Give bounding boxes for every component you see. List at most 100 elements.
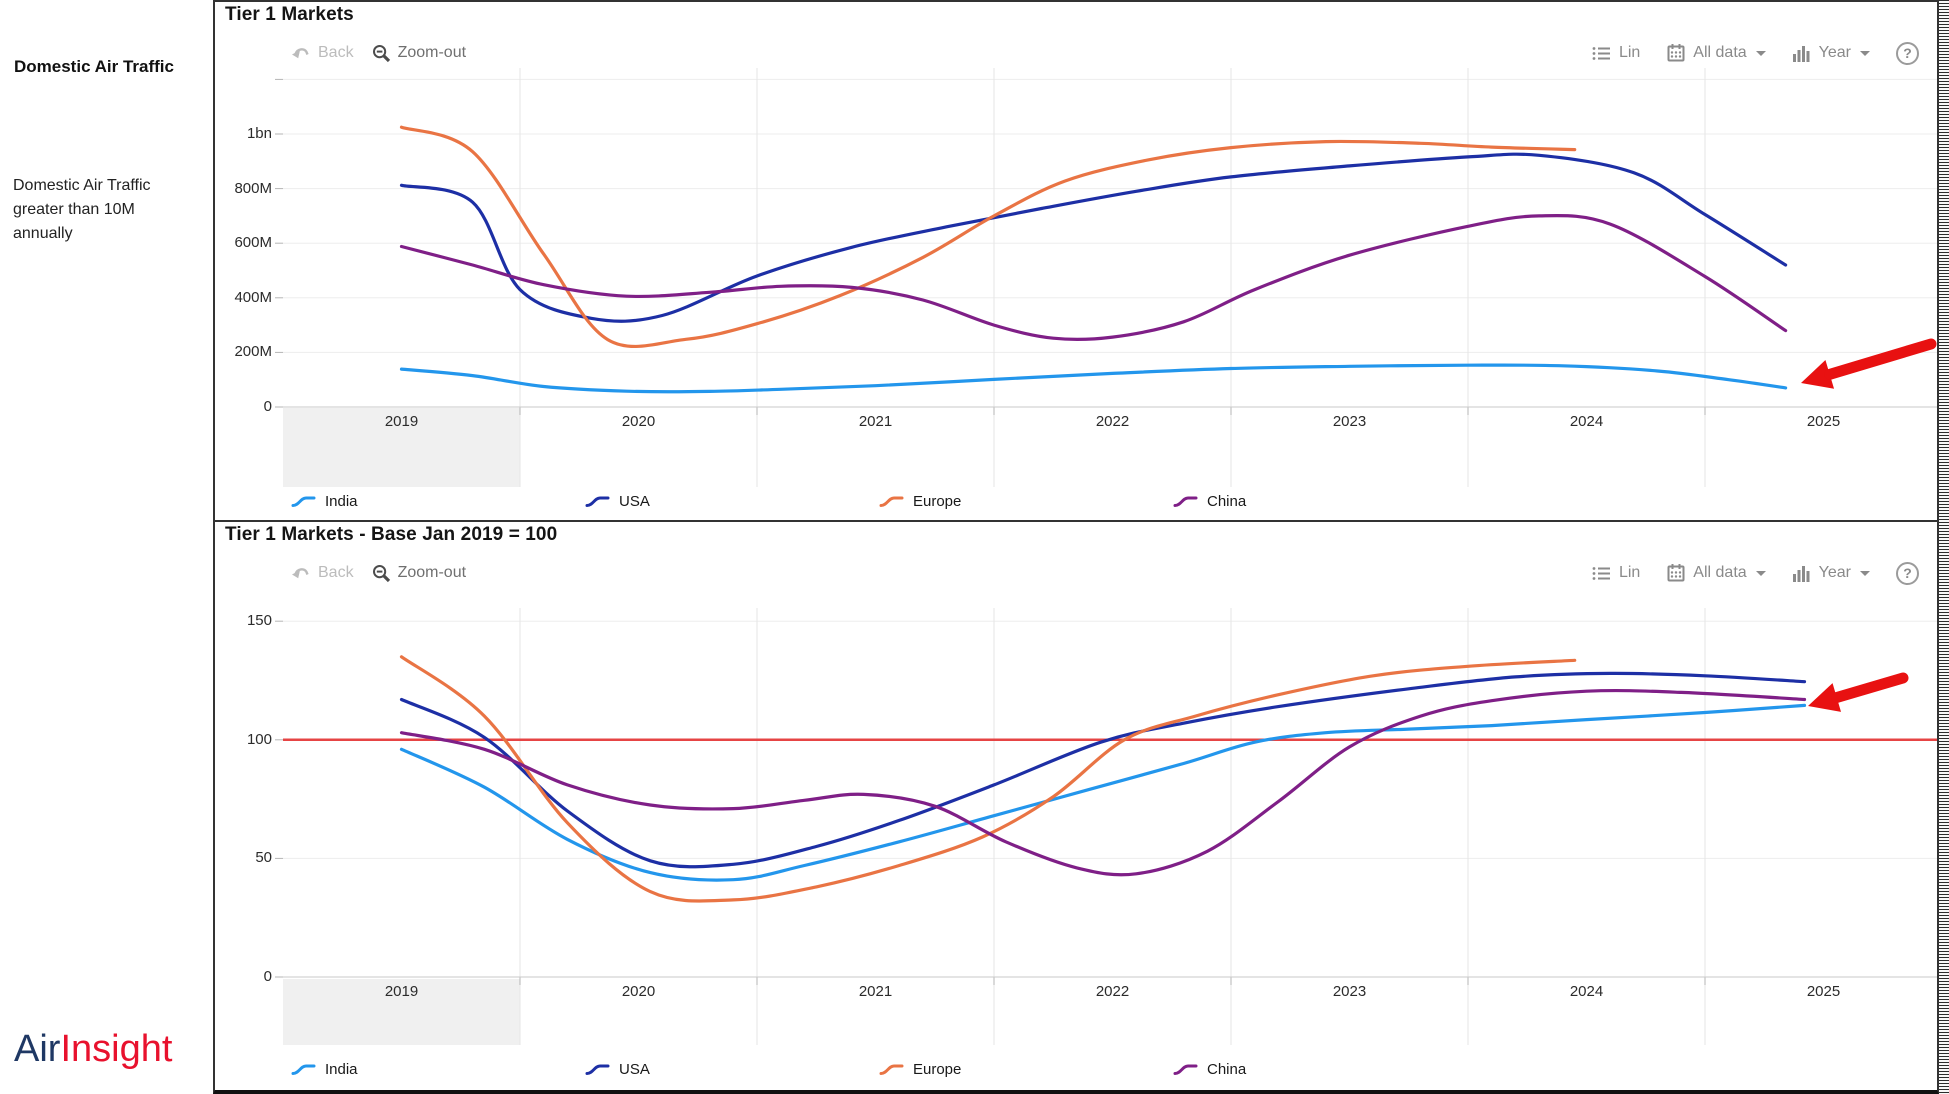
toolbar-left-group: Back Zoom-out	[291, 558, 466, 588]
list-icon	[1592, 46, 1610, 60]
zoom-out-button[interactable]: Zoom-out	[372, 564, 466, 583]
back-label: Back	[318, 564, 354, 581]
toolbar-right-group: Lin All data Year	[1592, 558, 1919, 588]
y-axis-label: 1bn	[246, 125, 272, 142]
calendar-icon	[1667, 44, 1685, 62]
year-dropdown[interactable]: Year	[1792, 44, 1870, 62]
legend-item-usa[interactable]: USA	[585, 491, 650, 511]
back-button[interactable]: Back	[291, 564, 354, 582]
legend-marker-icon	[1173, 1064, 1198, 1075]
linear-scale-toggle[interactable]: Lin	[1592, 564, 1640, 582]
legend-label: China	[1207, 492, 1247, 510]
x-axis-label: 2025	[1806, 983, 1841, 1000]
y-axis-label: 200M	[234, 343, 272, 361]
linear-scale-toggle[interactable]: Lin	[1592, 44, 1640, 62]
chevron-down-icon	[1755, 50, 1766, 56]
x-axis-label: 2022	[1095, 983, 1130, 1000]
legend-item-usa[interactable]: USA	[585, 1059, 650, 1079]
airinsight-logo: AirInsight	[14, 1028, 172, 1071]
list-icon	[1592, 566, 1610, 580]
annotation-arrow	[1808, 672, 1909, 712]
y-axis-label: 400M	[234, 288, 272, 306]
index-chart-plot	[275, 608, 1937, 1045]
x-axis-label: 2021	[858, 983, 893, 1000]
y-axis-label: 600M	[234, 234, 272, 252]
annotation-arrow	[1801, 338, 1937, 389]
all-data-dropdown[interactable]: All data	[1666, 43, 1766, 63]
screen-edge-scrollbar[interactable]	[1939, 0, 1949, 1094]
chart-panel-index: Tier 1 Markets - Base Jan 2019 = 100 Bac…	[213, 520, 1939, 1094]
zoom-out-icon	[372, 564, 390, 582]
bar-chart-icon	[1792, 46, 1810, 62]
legend-item-china[interactable]: China	[1173, 1059, 1246, 1079]
x-axis-label: 2020	[621, 983, 656, 1000]
y-axis-label: 800M	[234, 179, 272, 197]
series-line-india	[399, 363, 1788, 394]
help-icon: ?	[1903, 565, 1912, 581]
series-line-china	[399, 688, 1807, 877]
legend-label: USA	[619, 492, 650, 510]
legend-item-china[interactable]: China	[1173, 491, 1246, 511]
y-axis-label: 150	[246, 612, 272, 630]
y-axis-label: 100	[246, 730, 272, 748]
legend-item-india[interactable]: India	[291, 1059, 358, 1079]
back-button[interactable]: Back	[291, 44, 354, 62]
legend-marker-icon	[585, 496, 610, 507]
chart-toolbar: Back Zoom-out Lin	[215, 558, 1933, 588]
x-axis-label: 2023	[1332, 983, 1367, 1000]
legend-item-europe[interactable]: Europe	[879, 1059, 961, 1079]
legend-marker-icon	[879, 496, 904, 507]
zoom-out-label: Zoom-out	[397, 44, 467, 61]
legend-marker-icon	[1173, 496, 1198, 507]
year-label: Year	[1818, 564, 1851, 581]
y-axis-label: 0	[263, 968, 272, 985]
back-label: Back	[318, 44, 354, 61]
all-data-label: All data	[1693, 564, 1747, 581]
x-axis-label: 2019	[384, 413, 419, 430]
legend-label: USA	[619, 1060, 650, 1078]
toolbar-right-group: Lin All data Year	[1592, 38, 1919, 68]
zoom-out-button[interactable]: Zoom-out	[372, 44, 466, 63]
help-button[interactable]: ?	[1896, 561, 1919, 585]
chevron-down-icon	[1860, 570, 1870, 576]
year-dropdown[interactable]: Year	[1792, 564, 1870, 582]
back-icon	[292, 567, 309, 578]
x-axis-label: 2024	[1569, 413, 1604, 430]
y-axis-label: 50	[255, 849, 272, 867]
legend-label: Europe	[913, 492, 962, 510]
logo-insight-text: Insight	[60, 1028, 173, 1070]
all-data-label: All data	[1693, 44, 1747, 61]
zoom-out-label: Zoom-out	[397, 564, 467, 581]
legend-label: India	[325, 1060, 358, 1078]
chart-title: Tier 1 Markets	[225, 4, 354, 25]
x-axis-label: 2025	[1806, 413, 1841, 430]
help-button[interactable]: ?	[1896, 41, 1919, 65]
zoom-out-icon	[372, 44, 390, 62]
chevron-down-icon	[1755, 570, 1766, 576]
legend-marker-icon	[585, 1064, 610, 1075]
back-icon	[292, 47, 309, 58]
x-axis-label: 2019	[384, 983, 419, 1000]
all-data-dropdown[interactable]: All data	[1666, 563, 1766, 583]
year-label: Year	[1818, 44, 1851, 61]
legend-label: India	[325, 492, 358, 510]
series-line-usa	[399, 671, 1807, 869]
y-axis-label: 0	[263, 398, 272, 415]
chart-panel-traffic: Tier 1 Markets Back Zoom-out	[213, 0, 1939, 520]
legend-marker-icon	[291, 1064, 316, 1075]
help-icon: ?	[1903, 45, 1912, 61]
traffic-chart-plot	[275, 68, 1937, 487]
legend-item-india[interactable]: India	[291, 491, 358, 511]
report-title: Domestic Air Traffic	[14, 57, 174, 76]
chart-title: Tier 1 Markets - Base Jan 2019 = 100	[225, 524, 558, 545]
sidebar: Domestic Air Traffic Domestic Air Traffi…	[0, 0, 213, 1094]
legend-item-europe[interactable]: Europe	[879, 491, 961, 511]
series-line-china	[399, 214, 1788, 342]
series-line-europe	[399, 125, 1577, 348]
x-axis-label: 2024	[1569, 983, 1604, 1000]
toolbar-left-group: Back Zoom-out	[291, 38, 466, 68]
x-axis-label: 2023	[1332, 413, 1367, 430]
legend-label: China	[1207, 1060, 1247, 1078]
series-line-usa	[399, 152, 1788, 323]
